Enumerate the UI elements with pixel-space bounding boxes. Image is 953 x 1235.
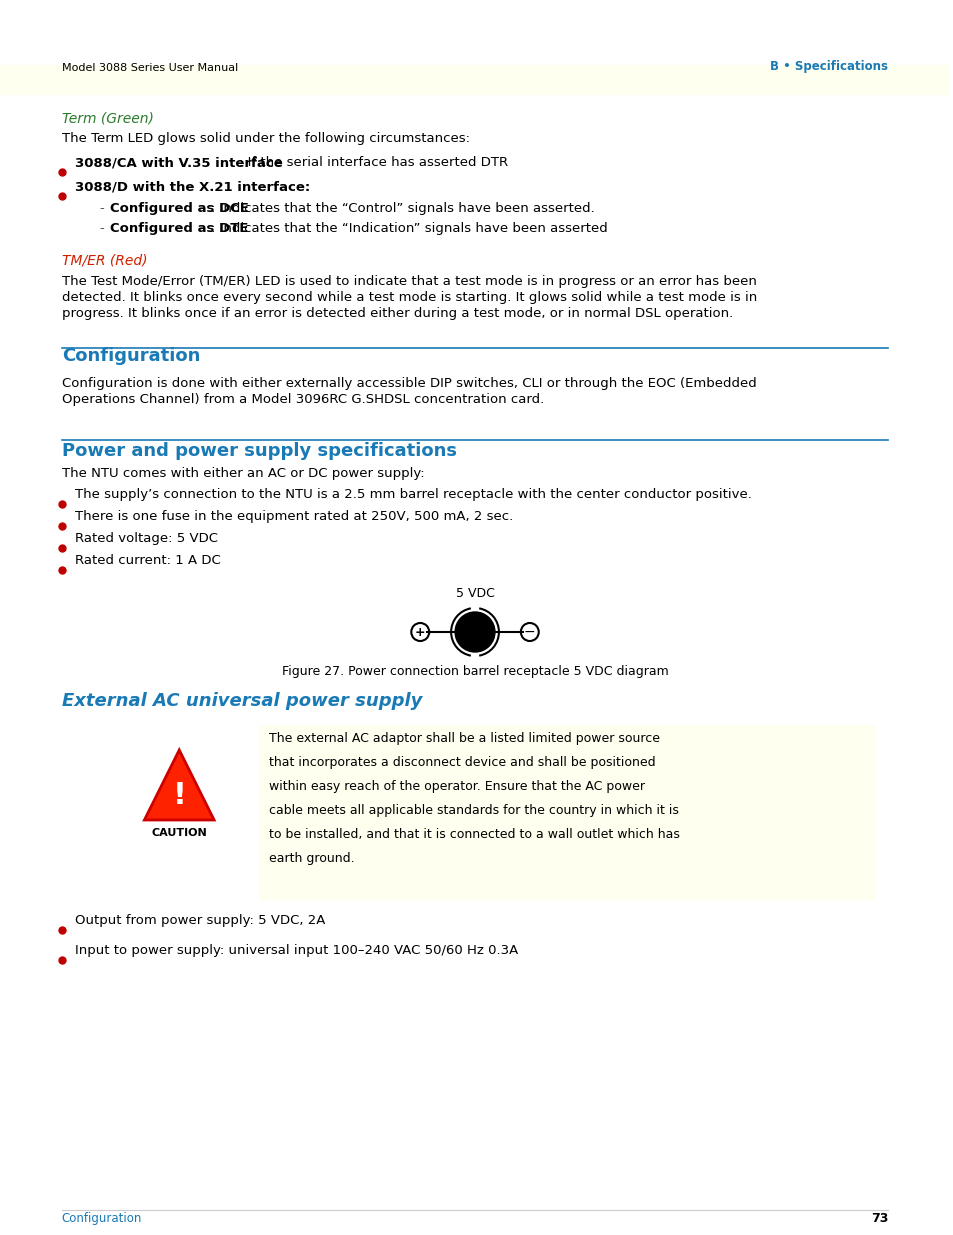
Text: Rated voltage: 5 VDC: Rated voltage: 5 VDC — [74, 532, 217, 545]
Text: to be installed, and that it is connected to a wall outlet which has: to be installed, and that it is connecte… — [269, 827, 679, 841]
Text: Output from power supply: 5 VDC, 2A: Output from power supply: 5 VDC, 2A — [74, 914, 325, 927]
Text: Operations Channel) from a Model 3096RC G.SHDSL concentration card.: Operations Channel) from a Model 3096RC … — [62, 393, 543, 406]
Text: Power and power supply specifications: Power and power supply specifications — [62, 442, 456, 459]
Text: B • Specifications: B • Specifications — [769, 61, 887, 73]
Text: Figure 27. Power connection barrel receptacle 5 VDC diagram: Figure 27. Power connection barrel recep… — [281, 664, 668, 678]
Text: Configuration is done with either externally accessible DIP switches, CLI or thr: Configuration is done with either extern… — [62, 377, 756, 390]
Text: Term (Green): Term (Green) — [62, 111, 153, 125]
Text: Rated current: 1 A DC: Rated current: 1 A DC — [74, 555, 220, 567]
Text: Configuration: Configuration — [62, 347, 200, 366]
Text: 5 VDC: 5 VDC — [456, 587, 494, 600]
Text: Model 3088 Series User Manual: Model 3088 Series User Manual — [62, 63, 237, 73]
Text: The Test Mode/Error (TM/ER) LED is used to indicate that a test mode is in progr: The Test Mode/Error (TM/ER) LED is used … — [62, 275, 756, 288]
Text: !: ! — [172, 781, 186, 809]
Text: progress. It blinks once if an error is detected either during a test mode, or i: progress. It blinks once if an error is … — [62, 308, 732, 320]
FancyBboxPatch shape — [258, 725, 876, 900]
Text: : Indicates that the “Control” signals have been asserted.: : Indicates that the “Control” signals h… — [211, 203, 595, 215]
Text: detected. It blinks once every second while a test mode is starting. It glows so: detected. It blinks once every second wh… — [62, 291, 756, 304]
Text: cable meets all applicable standards for the country in which it is: cable meets all applicable standards for… — [269, 804, 678, 818]
Text: 3088/CA with V.35 interface: 3088/CA with V.35 interface — [74, 156, 282, 169]
Text: 3088/D with the X.21 interface:: 3088/D with the X.21 interface: — [74, 180, 310, 193]
Text: The NTU comes with either an AC or DC power supply:: The NTU comes with either an AC or DC po… — [62, 467, 424, 480]
Text: 73: 73 — [870, 1212, 887, 1225]
Text: External AC universal power supply: External AC universal power supply — [62, 692, 421, 710]
Text: earth ground.: earth ground. — [269, 852, 355, 864]
Text: Configuration: Configuration — [62, 1212, 142, 1225]
Text: There is one fuse in the equipment rated at 250V, 500 mA, 2 sec.: There is one fuse in the equipment rated… — [74, 510, 513, 522]
Text: CAUTION: CAUTION — [152, 827, 207, 839]
Text: : Indicates that the “Indication” signals have been asserted: : Indicates that the “Indication” signal… — [211, 222, 607, 235]
Text: The Term LED glows solid under the following circumstances:: The Term LED glows solid under the follo… — [62, 132, 469, 144]
Text: −: − — [523, 625, 535, 638]
Text: : If the serial interface has asserted DTR: : If the serial interface has asserted D… — [238, 156, 507, 169]
Text: The supply’s connection to the NTU is a 2.5 mm barrel receptacle with the center: The supply’s connection to the NTU is a … — [74, 488, 751, 501]
Text: TM/ER (Red): TM/ER (Red) — [62, 254, 147, 268]
Text: +: + — [415, 625, 425, 638]
FancyBboxPatch shape — [0, 65, 949, 95]
Text: Configured as DCE: Configured as DCE — [110, 203, 248, 215]
Text: Input to power supply: universal input 100–240 VAC 50/60 Hz 0.3A: Input to power supply: universal input 1… — [74, 944, 517, 957]
Text: -: - — [99, 222, 109, 235]
Text: within easy reach of the operator. Ensure that the AC power: within easy reach of the operator. Ensur… — [269, 781, 644, 793]
Text: that incorporates a disconnect device and shall be positioned: that incorporates a disconnect device an… — [269, 756, 655, 769]
Text: The external AC adaptor shall be a listed limited power source: The external AC adaptor shall be a liste… — [269, 732, 659, 745]
Text: Configured as DTE: Configured as DTE — [110, 222, 248, 235]
Circle shape — [455, 613, 495, 652]
Text: -: - — [99, 203, 109, 215]
Polygon shape — [144, 750, 213, 820]
